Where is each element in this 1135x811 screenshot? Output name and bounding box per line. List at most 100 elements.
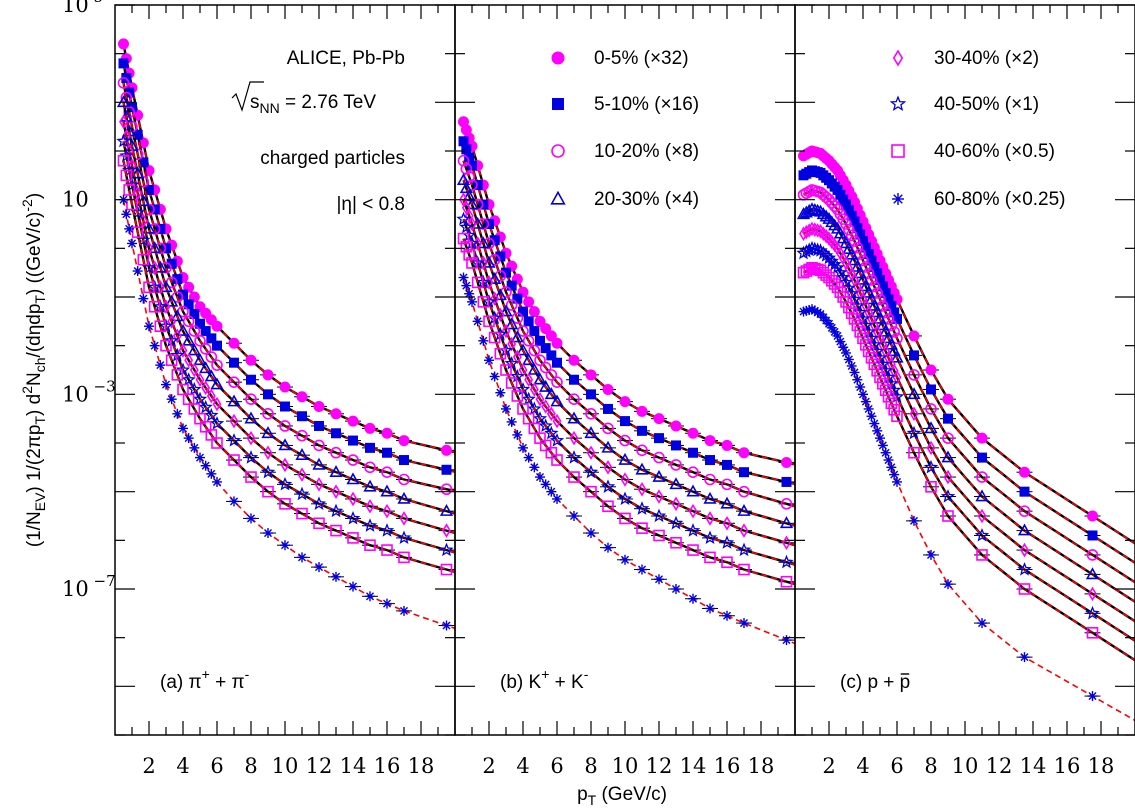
data-point	[586, 389, 596, 400]
data-point	[170, 309, 184, 322]
data-point	[330, 524, 342, 537]
data-point	[204, 407, 219, 422]
data-point	[365, 442, 375, 453]
data-point	[909, 515, 919, 526]
data-point	[347, 532, 359, 544]
data-point	[124, 223, 135, 234]
data-point	[603, 460, 613, 475]
data-point	[871, 365, 883, 377]
data-point	[246, 374, 256, 385]
data-point	[495, 251, 506, 262]
data-point	[860, 242, 871, 253]
data-point	[719, 535, 735, 549]
data-point	[808, 203, 822, 216]
x-tick-label: 18	[1088, 754, 1115, 778]
data-point	[381, 466, 393, 479]
data-point	[942, 510, 954, 522]
data-point	[739, 523, 749, 538]
data-point	[720, 496, 734, 509]
data-point	[362, 518, 378, 532]
data-point	[869, 261, 880, 272]
x-tick-label: 10	[272, 754, 299, 778]
data-point	[887, 344, 901, 357]
data-point	[1085, 605, 1100, 620]
data-point	[943, 413, 953, 424]
data-point	[490, 291, 500, 306]
data-point	[828, 200, 841, 212]
data-point	[296, 391, 308, 403]
data-point	[461, 280, 472, 291]
data-point	[364, 461, 376, 474]
data-point	[850, 259, 864, 272]
data-point	[380, 484, 394, 497]
data-point	[462, 189, 476, 202]
data-point	[161, 379, 171, 390]
legend-label: 40-60% (×0.5)	[934, 141, 1055, 162]
data-point	[365, 498, 375, 514]
data-point	[172, 274, 183, 285]
data-point	[484, 355, 494, 366]
data-point	[211, 437, 223, 449]
data-point	[848, 313, 861, 325]
x-tick-label: 14	[680, 754, 707, 778]
data-point	[280, 401, 290, 412]
x-tick-label: 6	[890, 754, 903, 778]
data-point	[862, 345, 875, 358]
y-axis-title: (1/NEV) 1/(2πpT) d2Nch/(dηdpT) ((GeV/c)-…	[19, 193, 48, 547]
data-point	[178, 289, 188, 300]
data-point	[843, 205, 854, 216]
data-point	[348, 435, 358, 446]
fit-curve-dashed	[803, 247, 1135, 642]
data-point	[879, 384, 892, 397]
data-point	[494, 347, 507, 360]
data-point	[810, 222, 820, 237]
data-point	[781, 476, 792, 487]
data-point	[942, 432, 954, 444]
data-point	[838, 274, 854, 289]
data-point	[488, 272, 502, 284]
series-group	[796, 145, 1135, 722]
data-point	[398, 473, 410, 486]
data-point	[584, 426, 598, 439]
data-point	[206, 333, 217, 344]
data-point	[495, 307, 505, 323]
data-point	[702, 530, 718, 545]
data-point	[824, 253, 839, 268]
data-point	[279, 381, 291, 393]
data-point	[907, 387, 921, 400]
data-point	[458, 272, 469, 283]
data-point	[499, 304, 513, 317]
data-point	[821, 250, 837, 265]
data-point	[511, 312, 524, 324]
data-point	[178, 423, 188, 434]
data-point	[779, 554, 794, 569]
data-point	[654, 489, 664, 504]
data-point	[226, 433, 242, 447]
data-point	[816, 207, 830, 220]
data-point	[780, 575, 793, 588]
data-point	[849, 216, 860, 227]
data-point	[1017, 562, 1032, 576]
data-point	[176, 323, 190, 336]
data-point	[440, 483, 453, 496]
data-point	[890, 350, 904, 363]
data-point	[942, 393, 954, 405]
data-point	[636, 444, 648, 457]
data-point	[297, 467, 307, 482]
x-tick-label: 2	[482, 754, 495, 778]
data-point	[459, 181, 473, 194]
data-point	[926, 384, 936, 395]
data-point	[527, 362, 541, 375]
data-point	[263, 528, 273, 539]
data-point	[347, 454, 359, 466]
data-point	[866, 411, 877, 422]
data-point	[262, 369, 274, 381]
x-tick-label: 4	[856, 754, 869, 778]
data-point	[883, 455, 894, 466]
data-point	[245, 471, 257, 483]
data-point	[925, 364, 937, 376]
data-point	[550, 394, 564, 407]
data-point	[523, 452, 534, 463]
fit-curve-dashed	[122, 141, 455, 554]
data-point	[441, 444, 452, 456]
